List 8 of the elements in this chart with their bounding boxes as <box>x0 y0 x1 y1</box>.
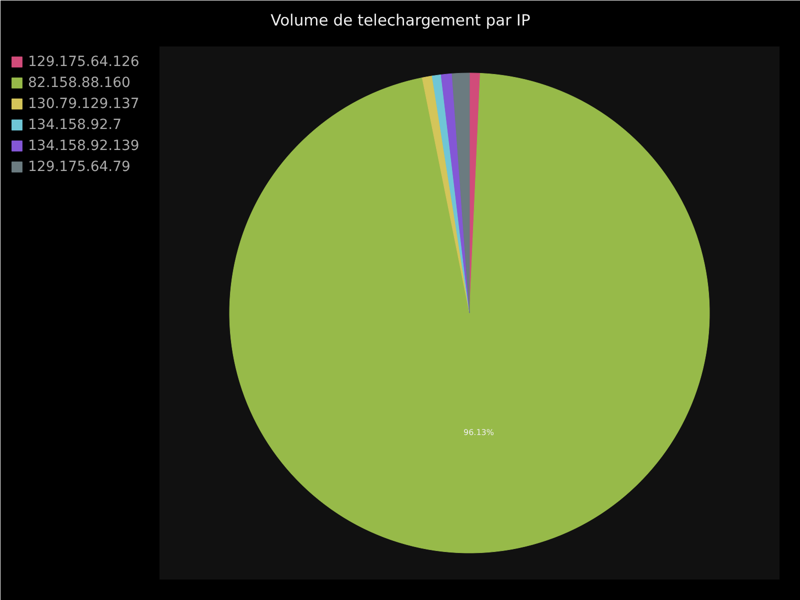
legend-label: 129.175.64.79 <box>28 158 130 175</box>
legend-label: 134.158.92.7 <box>28 116 122 133</box>
legend-label: 130.79.129.137 <box>28 95 140 112</box>
chart-title: Volume de telechargement par IP <box>270 12 530 30</box>
data-label: 96.13% <box>463 428 494 438</box>
legend-label: 134.158.92.139 <box>28 137 140 154</box>
legend-label: 129.175.64.126 <box>28 53 140 70</box>
legend-label: 82.158.88.160 <box>28 74 130 91</box>
